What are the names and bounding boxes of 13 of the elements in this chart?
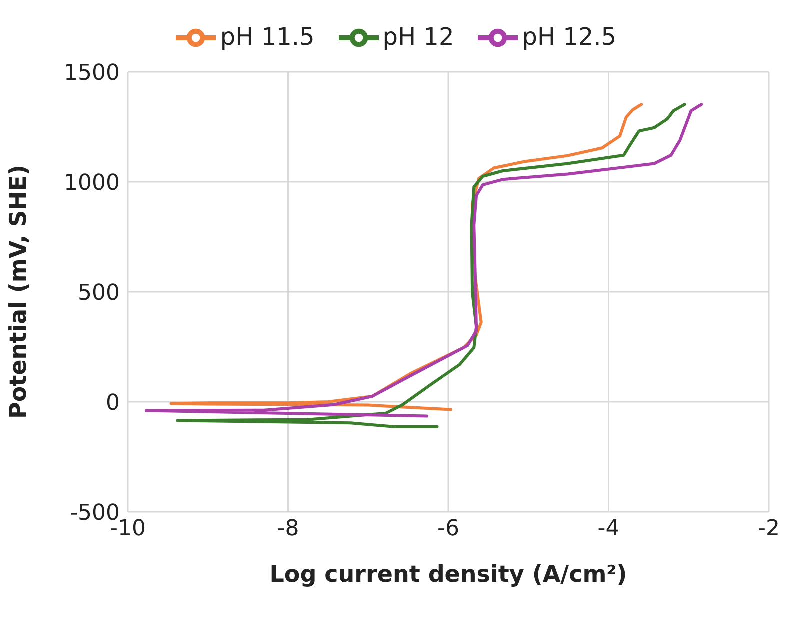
legend-label: pH 11.5 xyxy=(220,22,315,51)
y-tick-label: 0 xyxy=(106,390,120,416)
legend-label: pH 12.5 xyxy=(522,22,617,51)
x-tick-label: -8 xyxy=(277,516,300,542)
y-axis-title: Potential (mV, SHE) xyxy=(6,164,32,420)
y-tick-label: 1000 xyxy=(64,170,120,196)
x-tick-label: -4 xyxy=(598,516,620,542)
legend-label: pH 12 xyxy=(382,22,454,51)
y-tick-label: 1500 xyxy=(64,60,120,86)
x-tick-label: -2 xyxy=(758,516,780,542)
x-tick-label: -6 xyxy=(438,516,460,542)
x-axis-title: Log current density (A/cm²) xyxy=(270,562,628,588)
y-tick-label: 500 xyxy=(78,280,120,306)
